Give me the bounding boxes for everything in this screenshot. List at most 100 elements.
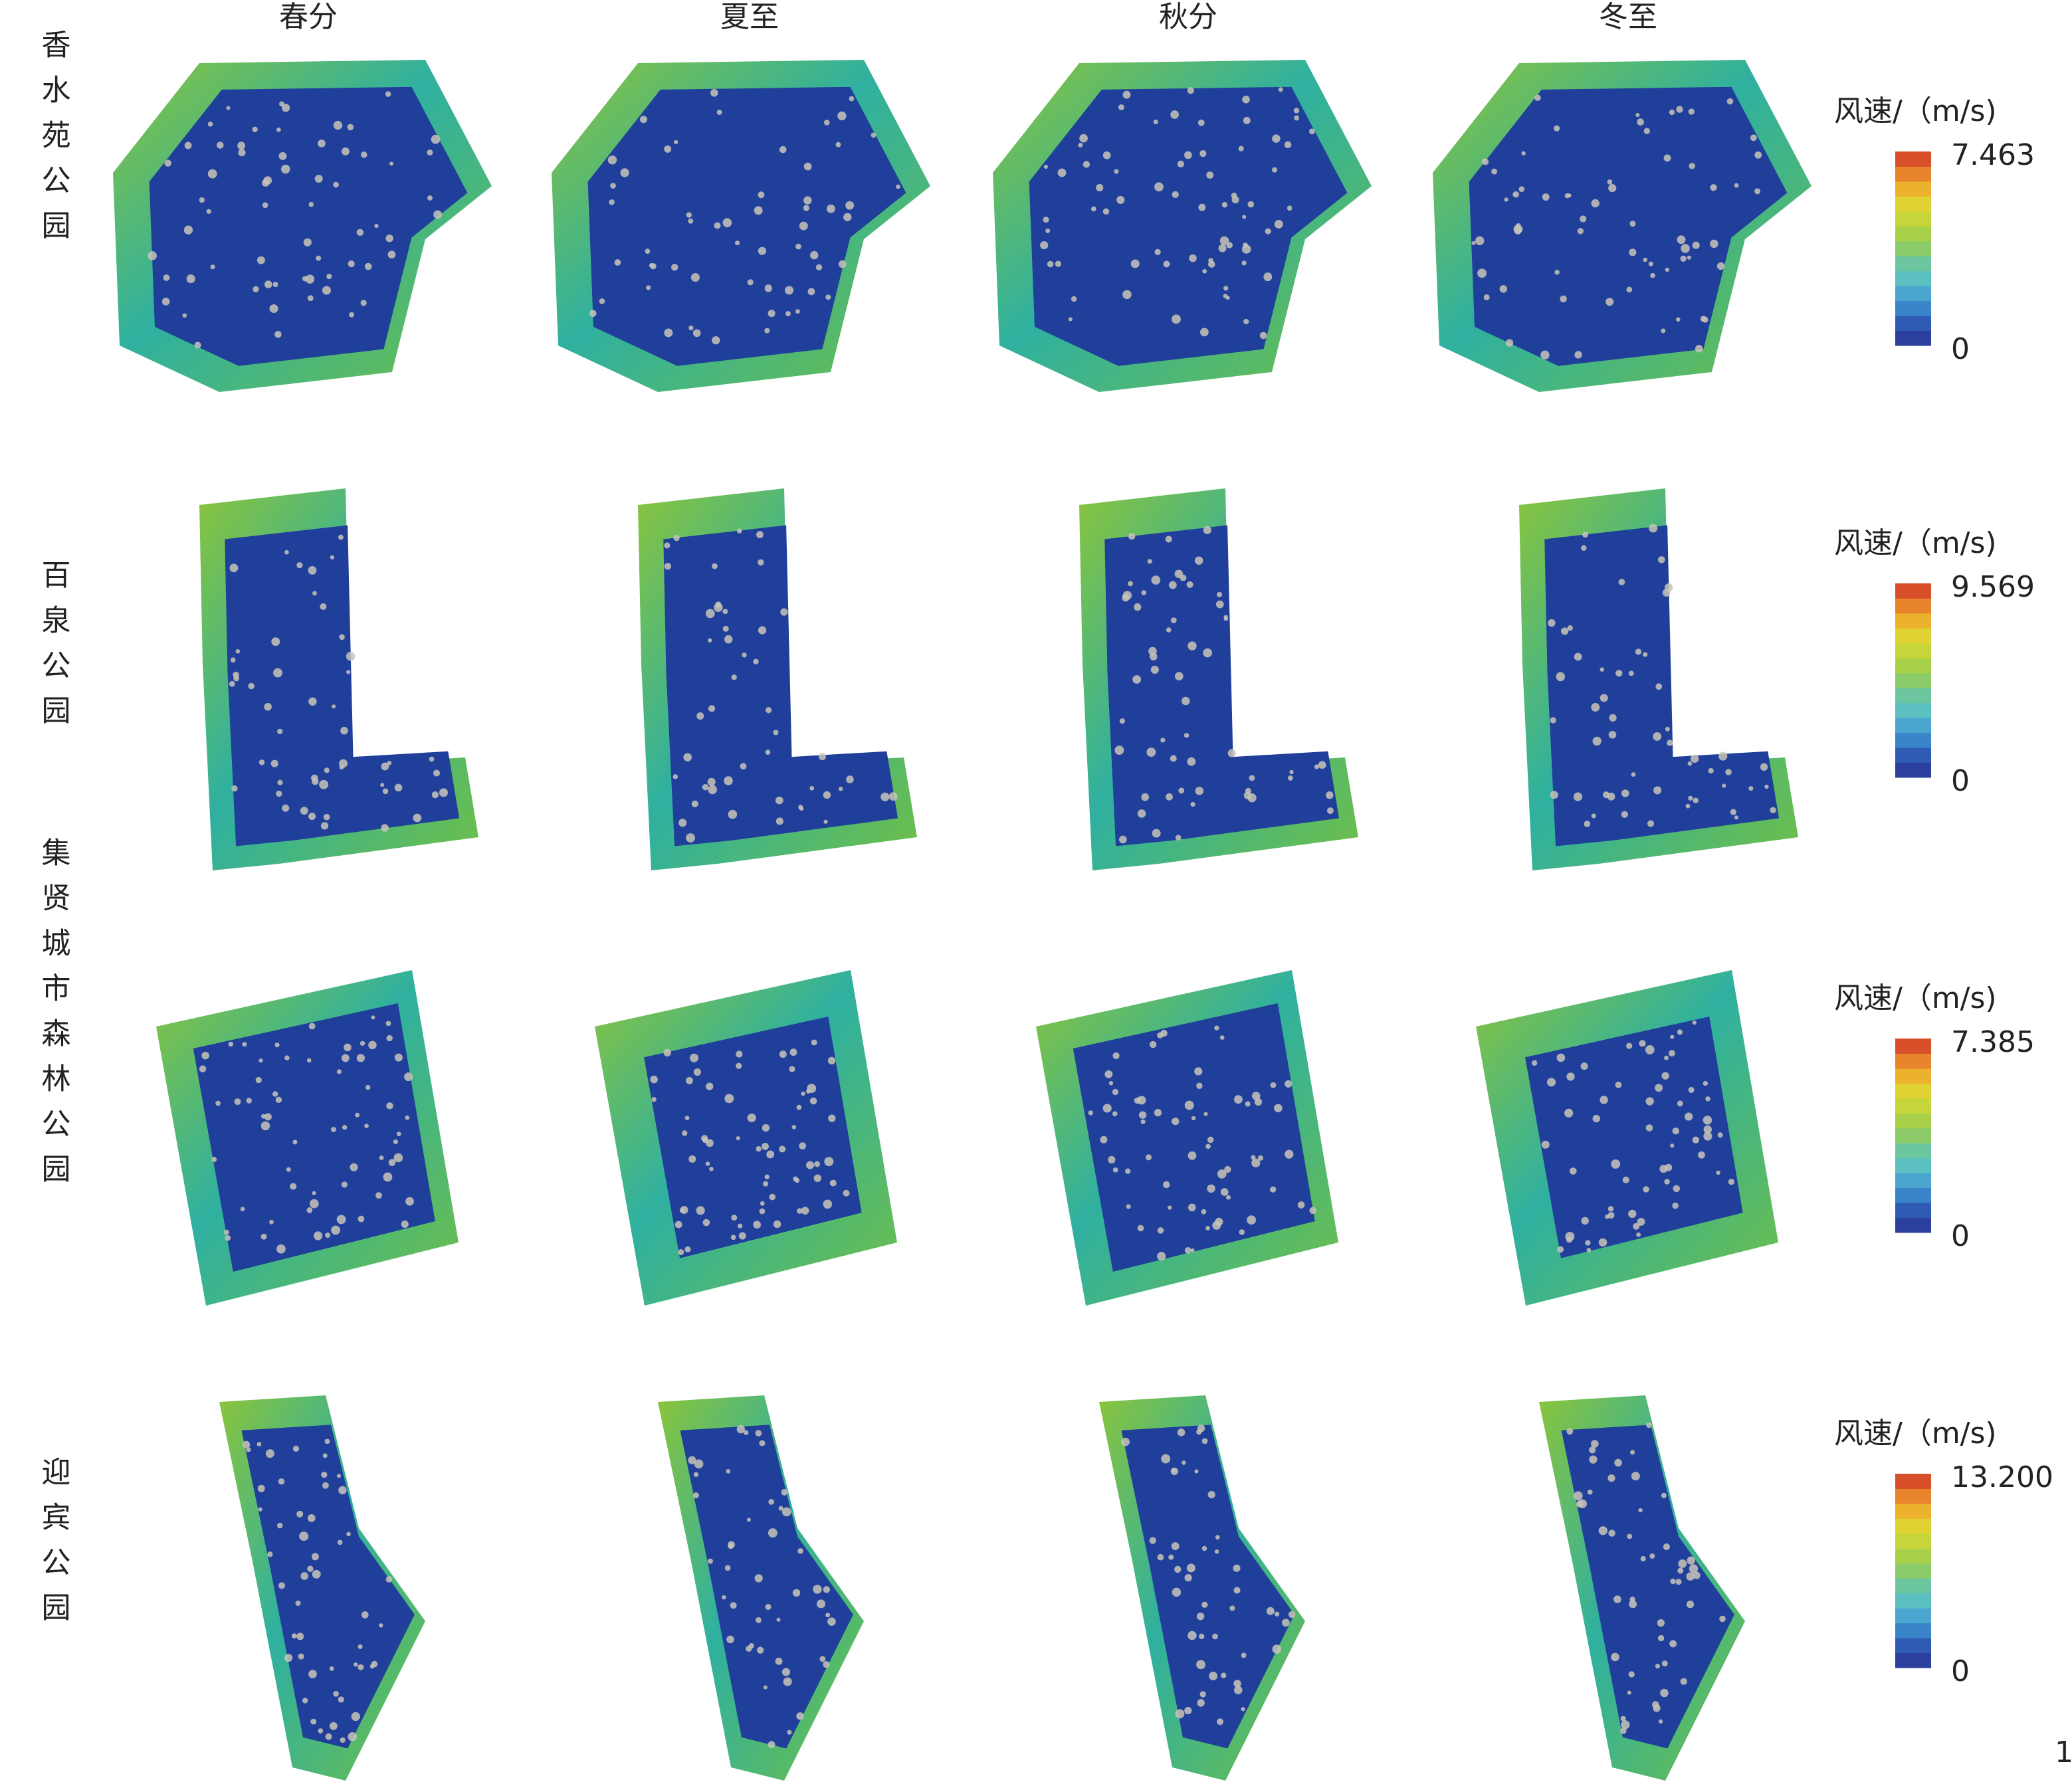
tree-speckle [296,562,303,569]
tree-speckle [769,1193,776,1201]
tree-speckle [747,1113,756,1122]
tree-speckle [810,250,819,260]
tree-speckle [348,1732,358,1741]
tree-speckle [1698,1151,1705,1159]
tree-speckle [1118,104,1124,110]
tree-speckle [614,259,621,266]
tree-speckle [1108,1155,1116,1164]
tree-speckle [1592,1114,1600,1123]
tree-speckle [1471,241,1476,245]
tree-speckle [276,1244,286,1254]
tree-speckle [1284,141,1292,149]
tree-speckle [763,1685,768,1690]
tree-speckle [1657,1619,1665,1627]
colorbar-step [1895,1638,1931,1654]
tree-speckle [1172,191,1179,198]
tree-speckle [1198,1633,1205,1640]
tree-speckle [1661,328,1666,334]
tree-speckle [307,1565,314,1572]
tree-speckle [1611,1159,1621,1169]
tree-speckle [599,298,605,304]
tree-speckle [1672,1128,1679,1135]
tree-speckle [1257,1155,1263,1161]
tree-speckle [646,285,651,290]
tree-speckle [664,145,672,153]
tree-speckle [246,1447,251,1452]
tree-speckle [1201,1545,1207,1551]
tree-speckle [1705,1096,1710,1102]
tree-speckle [1589,1455,1598,1464]
tree-speckle [671,264,678,271]
tree-speckle [778,1506,783,1511]
tree-speckle [379,1155,384,1161]
tree-speckle [1220,1188,1229,1196]
tree-speckle [341,1181,348,1188]
tree-speckle [1730,809,1736,815]
tree-speckle [1141,793,1150,801]
tree-speckle [731,674,737,680]
tree-speckle [1677,1100,1683,1107]
tree-speckle [753,658,759,664]
tree-speckle [282,804,290,812]
tree-speckle [339,765,344,770]
tree-speckle [696,712,704,720]
tree-speckle [308,1670,317,1678]
tree-speckle [765,1603,772,1610]
tree-speckle [762,1124,770,1132]
tree-speckle [1643,257,1647,262]
tree-speckle [356,229,364,237]
tree-speckle [1247,1215,1256,1225]
tree-speckle [1265,228,1271,235]
map-low-wind [1104,525,1340,846]
tree-speckle [1122,594,1130,602]
tree-speckle [318,139,326,148]
tree-speckle [1580,215,1587,223]
tree-speckle [849,96,855,102]
tree-speckle [1114,745,1124,755]
tree-speckle [1294,115,1300,121]
tree-speckle [1669,109,1675,116]
tree-speckle [673,774,678,779]
tree-speckle [1157,1553,1164,1561]
tree-speckle [347,124,354,131]
tree-speckle [709,1166,714,1171]
tree-speckle [1175,1709,1185,1719]
tree-speckle [712,336,720,345]
tree-speckle [1223,286,1229,291]
tree-speckle [645,248,651,254]
tree-speckle [1608,730,1617,739]
tree-speckle [433,769,441,777]
tree-speckle [1598,1238,1607,1247]
tree-speckle [231,785,238,792]
tree-speckle [722,625,729,632]
tree-speckle [1645,1097,1654,1106]
tree-speckle [1657,1635,1665,1642]
tree-speckle [1622,1176,1629,1183]
tree-speckle [710,88,718,97]
map-low-wind [225,525,460,846]
tree-speckle [272,282,278,288]
tree-speckle [1702,316,1709,323]
tree-speckle [276,1522,283,1529]
tree-speckle [707,777,716,786]
tree-speckle [346,1532,351,1537]
tree-speckle [795,243,801,250]
colorbar-step [1895,1217,1931,1233]
tree-speckle [199,1065,207,1072]
tree-speckle [242,1440,251,1448]
tree-speckle [1203,526,1211,534]
tree-speckle [1288,775,1293,781]
tree-speckle [1206,171,1214,179]
tree-speckle [1152,829,1161,838]
tree-speckle [439,788,449,797]
tree-speckle [1172,1117,1180,1126]
tree-speckle [325,1233,331,1239]
tree-speckle [1569,1167,1577,1175]
tree-speckle [823,819,828,824]
tree-speckle [871,132,877,138]
tree-speckle [795,309,800,314]
tree-speckle [358,1215,365,1223]
tree-speckle [1675,1579,1682,1585]
tree-speckle [787,1730,792,1735]
tree-speckle [736,1136,740,1141]
